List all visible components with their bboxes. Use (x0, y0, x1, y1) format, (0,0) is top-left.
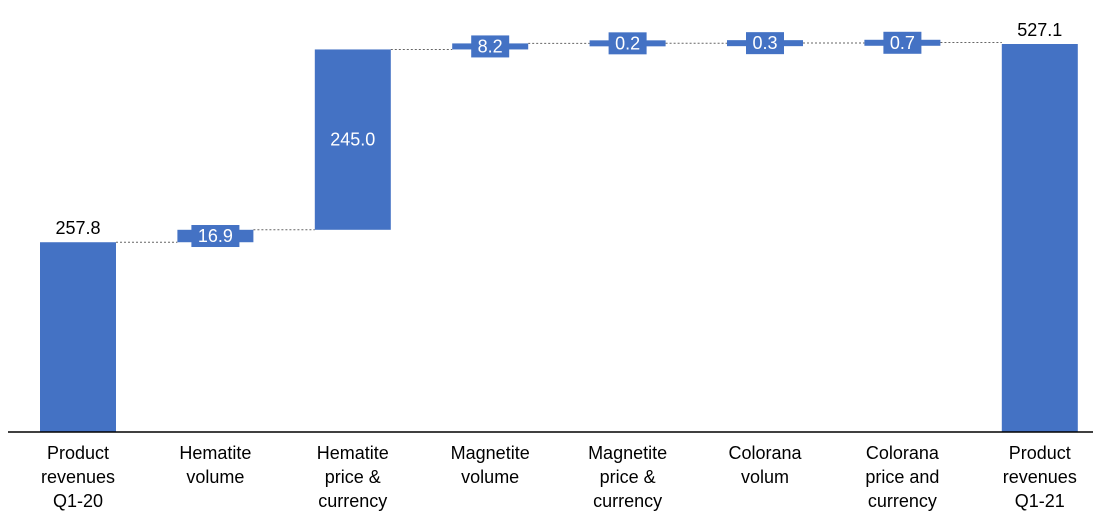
value-label-0: 257.8 (55, 218, 100, 238)
bar-0 (40, 242, 116, 432)
category-label-1: Hematite volume (179, 443, 251, 487)
category-label-6: Colorana price and currency (865, 443, 940, 511)
connector-lines (116, 43, 1002, 243)
value-label-2: 245.0 (330, 130, 375, 150)
bar-7 (1002, 44, 1078, 432)
value-labels: 257.8 16.9 245.0 8.2 0.2 0.3 0.7 527.1 (55, 20, 1062, 247)
value-label-7: 527.1 (1017, 20, 1062, 40)
category-label-5: Colorana volum (728, 443, 802, 487)
value-label-4: 0.2 (615, 33, 640, 53)
category-label-2: Hematite price & currency (317, 443, 389, 511)
category-label-7: Product revenues Q1-21 (1003, 443, 1077, 511)
category-label-3: Magnetite volume (451, 443, 530, 487)
value-label-5: 0.3 (752, 33, 777, 53)
category-label-0: Product revenues Q1-20 (41, 443, 115, 511)
value-label-6: 0.7 (890, 33, 915, 53)
value-label-3: 8.2 (478, 36, 503, 56)
value-label-1: 16.9 (198, 226, 233, 246)
category-labels: Product revenues Q1-20 Hematite volume Hemati… (41, 443, 1077, 511)
category-label-4: Magnetite price & currency (588, 443, 667, 511)
